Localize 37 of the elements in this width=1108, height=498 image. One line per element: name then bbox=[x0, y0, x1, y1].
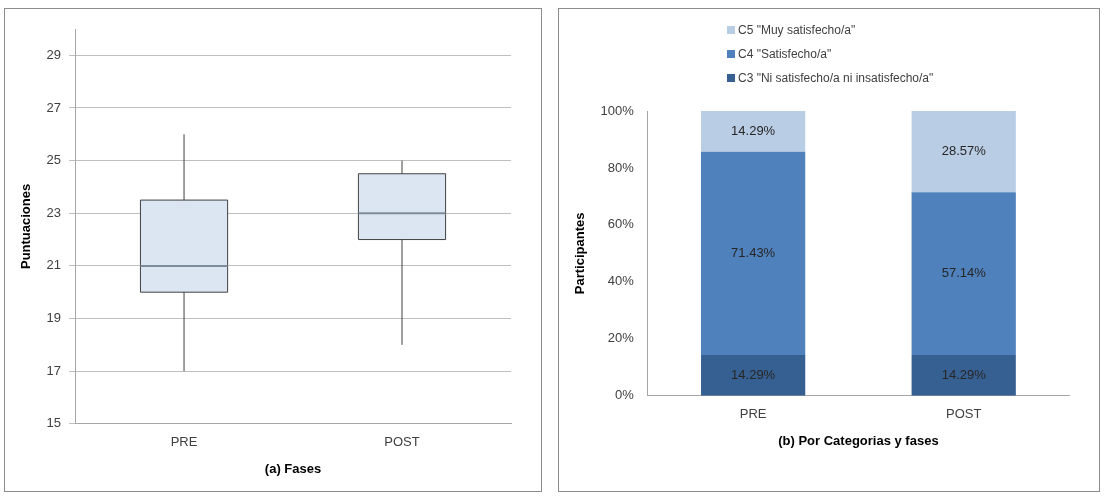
legend-label: C4 "Satisfecho/a" bbox=[738, 47, 832, 61]
y-tick-label: 27 bbox=[46, 99, 62, 115]
y-tick-label: 25 bbox=[46, 152, 62, 168]
y-axis-title: Puntuaciones bbox=[18, 183, 34, 270]
x-tick-label: POST bbox=[946, 406, 982, 422]
y-tick-label: 20% bbox=[607, 330, 635, 346]
data-label: 14.29% bbox=[731, 367, 776, 383]
y-tick-label: 21 bbox=[46, 257, 62, 273]
y-tick-label: 100% bbox=[600, 102, 635, 118]
x-tick-label: POST bbox=[384, 434, 420, 450]
bar bbox=[701, 151, 806, 356]
bar bbox=[701, 111, 806, 152]
data-label: 28.57% bbox=[941, 143, 987, 159]
data-label: 71.43% bbox=[731, 244, 776, 260]
y-tick-label: 29 bbox=[46, 46, 62, 62]
y-tick-label: 60% bbox=[607, 216, 635, 232]
x-axis-title: (b) Por Categorias y fases bbox=[778, 432, 939, 448]
legend-label: C3 "Ni satisfecho/a ni insatisfecho/a" bbox=[738, 71, 934, 85]
y-tick-label: 80% bbox=[607, 159, 635, 175]
legend-label: C5 "Muy satisfecho/a" bbox=[738, 23, 856, 37]
y-tick-label: 40% bbox=[607, 273, 635, 289]
data-label: 14.29% bbox=[731, 122, 776, 138]
bar bbox=[701, 355, 806, 396]
data-label: 57.14% bbox=[941, 265, 987, 281]
y-tick-label: 17 bbox=[46, 362, 62, 378]
y-tick-label: 19 bbox=[46, 310, 62, 326]
y-axis-title: Participantes bbox=[572, 212, 588, 295]
bar bbox=[911, 111, 1016, 193]
bar bbox=[911, 355, 1016, 396]
y-tick-label: 23 bbox=[46, 204, 62, 220]
bar bbox=[911, 192, 1016, 356]
x-axis-title: (a) Fases bbox=[264, 460, 322, 476]
y-tick-label: 0% bbox=[615, 387, 635, 403]
data-label: 14.29% bbox=[941, 367, 987, 383]
x-tick-label: PRE bbox=[739, 406, 767, 422]
y-tick-label: 15 bbox=[46, 415, 62, 431]
x-tick-label: PRE bbox=[170, 434, 198, 450]
